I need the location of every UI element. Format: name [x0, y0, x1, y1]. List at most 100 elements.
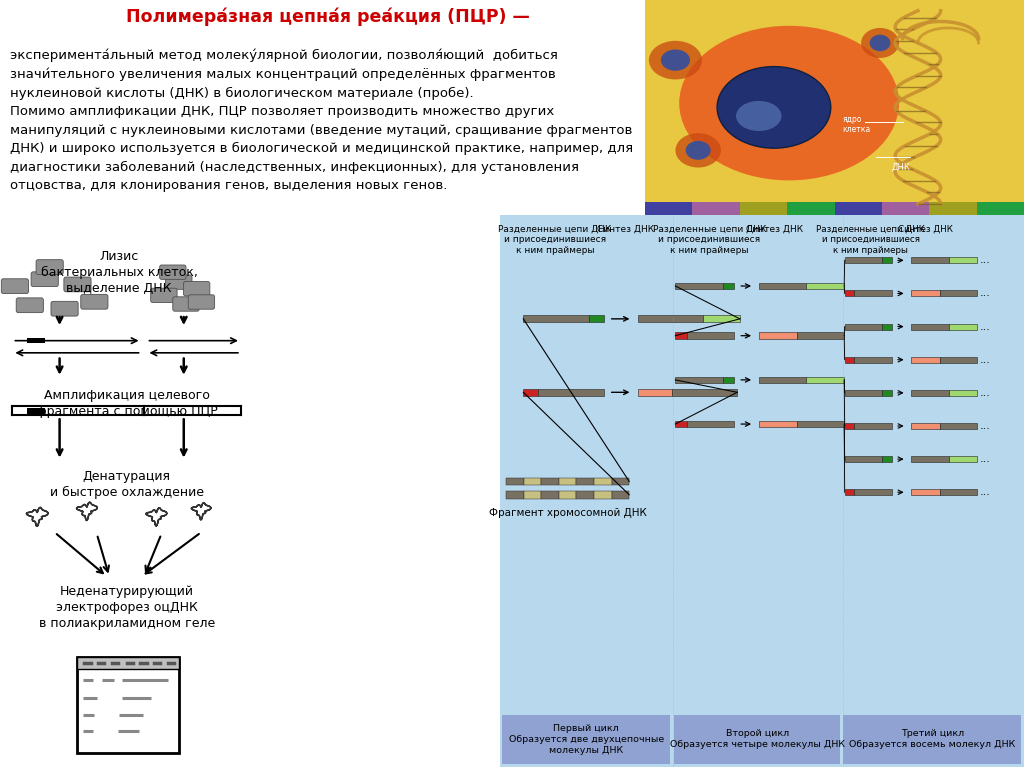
Bar — [854, 357, 892, 363]
Bar — [577, 491, 594, 499]
Bar — [645, 202, 692, 215]
Bar — [807, 377, 844, 384]
Bar — [759, 283, 807, 289]
Bar — [676, 377, 723, 384]
Bar — [77, 657, 179, 753]
Bar — [523, 491, 542, 499]
Text: ...: ... — [979, 454, 990, 464]
Bar — [577, 478, 594, 486]
Text: Синтез ДНК: Синтез ДНК — [898, 225, 953, 234]
FancyBboxPatch shape — [166, 275, 191, 289]
Bar — [28, 408, 45, 413]
Ellipse shape — [676, 133, 721, 167]
Bar — [589, 315, 603, 322]
FancyBboxPatch shape — [31, 272, 58, 287]
Text: Полимера́зная цепна́я реа́кция (ПЦР) —: Полимера́зная цепна́я реа́кция (ПЦР) — — [126, 8, 529, 26]
Bar — [977, 202, 1024, 215]
Bar — [672, 389, 737, 396]
Bar — [940, 489, 977, 495]
Text: ...: ... — [979, 255, 990, 265]
Bar — [506, 491, 523, 499]
Text: ...: ... — [979, 487, 990, 497]
Bar — [676, 421, 687, 427]
Bar — [883, 257, 892, 263]
Bar — [542, 491, 559, 499]
Bar — [687, 332, 734, 339]
Ellipse shape — [869, 35, 891, 51]
FancyBboxPatch shape — [183, 281, 210, 296]
FancyBboxPatch shape — [160, 265, 186, 279]
Bar — [638, 389, 672, 396]
FancyBboxPatch shape — [173, 297, 199, 311]
Bar — [594, 478, 611, 486]
Bar — [503, 715, 670, 764]
Ellipse shape — [736, 101, 781, 131]
Bar — [692, 202, 739, 215]
Bar — [883, 390, 892, 396]
Bar — [910, 257, 948, 263]
FancyBboxPatch shape — [188, 295, 215, 309]
Bar — [542, 478, 559, 486]
Bar — [940, 291, 977, 297]
Bar — [843, 715, 1021, 764]
Text: ДНК: ДНК — [891, 163, 910, 172]
FancyBboxPatch shape — [51, 301, 78, 316]
Bar — [930, 202, 977, 215]
Ellipse shape — [660, 50, 690, 71]
FancyBboxPatch shape — [1, 278, 29, 294]
Text: Синтез ДНК: Синтез ДНК — [597, 225, 654, 234]
Bar — [506, 478, 523, 486]
Text: Синтез ДНК: Синтез ДНК — [746, 225, 804, 234]
Bar — [910, 489, 940, 495]
FancyBboxPatch shape — [63, 277, 91, 291]
Bar — [594, 491, 611, 499]
Bar — [676, 332, 687, 339]
Text: Разделенные цепи ДНК
и присоединившиеся
к ним праймеры: Разделенные цепи ДНК и присоединившиеся … — [816, 225, 926, 255]
Text: Разделенные цепи ДНК
и присоединившиеся
к ним праймеры: Разделенные цепи ДНК и присоединившиеся … — [498, 225, 611, 255]
Bar — [854, 423, 892, 429]
Bar — [739, 202, 787, 215]
Text: Третий цикл
Образуется восемь молекул ДНК: Третий цикл Образуется восемь молекул ДН… — [849, 729, 1016, 749]
Bar — [883, 324, 892, 330]
Bar — [723, 377, 734, 384]
Bar — [638, 315, 703, 322]
Text: Второй цикл
Образуется четыре молекулы ДНК: Второй цикл Образуется четыре молекулы Д… — [670, 729, 845, 749]
Bar — [559, 491, 577, 499]
Bar — [835, 202, 882, 215]
Bar — [759, 332, 797, 339]
Bar — [845, 257, 883, 263]
Text: Денатурация
и быстрое охлаждение: Денатурация и быстрое охлаждение — [49, 470, 204, 499]
Bar — [854, 489, 892, 495]
Ellipse shape — [686, 141, 711, 160]
Bar — [77, 657, 179, 669]
Bar — [687, 421, 734, 427]
Bar — [910, 324, 948, 330]
Bar — [676, 283, 723, 289]
Bar — [797, 332, 844, 339]
FancyBboxPatch shape — [81, 295, 108, 309]
Bar — [948, 456, 977, 463]
Bar — [910, 357, 940, 363]
Bar — [797, 421, 844, 427]
Bar — [845, 357, 854, 363]
Bar — [845, 456, 883, 463]
Text: ...: ... — [979, 288, 990, 298]
Bar — [523, 478, 542, 486]
FancyBboxPatch shape — [36, 260, 63, 275]
Bar — [523, 389, 538, 396]
Text: Фрагмент хромосомной ДНК: Фрагмент хромосомной ДНК — [488, 508, 646, 518]
Bar — [845, 489, 854, 495]
Bar — [611, 478, 629, 486]
Bar — [910, 291, 940, 297]
Bar — [854, 291, 892, 297]
Bar — [759, 377, 807, 384]
Text: Амплификация целевого
фрагмента с помощью ПЦР: Амплификация целевого фрагмента с помощь… — [36, 389, 217, 418]
Bar — [940, 423, 977, 429]
Bar — [845, 324, 883, 330]
Bar — [948, 257, 977, 263]
Bar — [538, 389, 603, 396]
Bar — [723, 283, 734, 289]
Text: Первый цикл
Образуется две двухцепочные
молекулы ДНК: Первый цикл Образуется две двухцепочные … — [509, 724, 664, 755]
Bar — [28, 338, 45, 344]
Bar — [759, 421, 797, 427]
